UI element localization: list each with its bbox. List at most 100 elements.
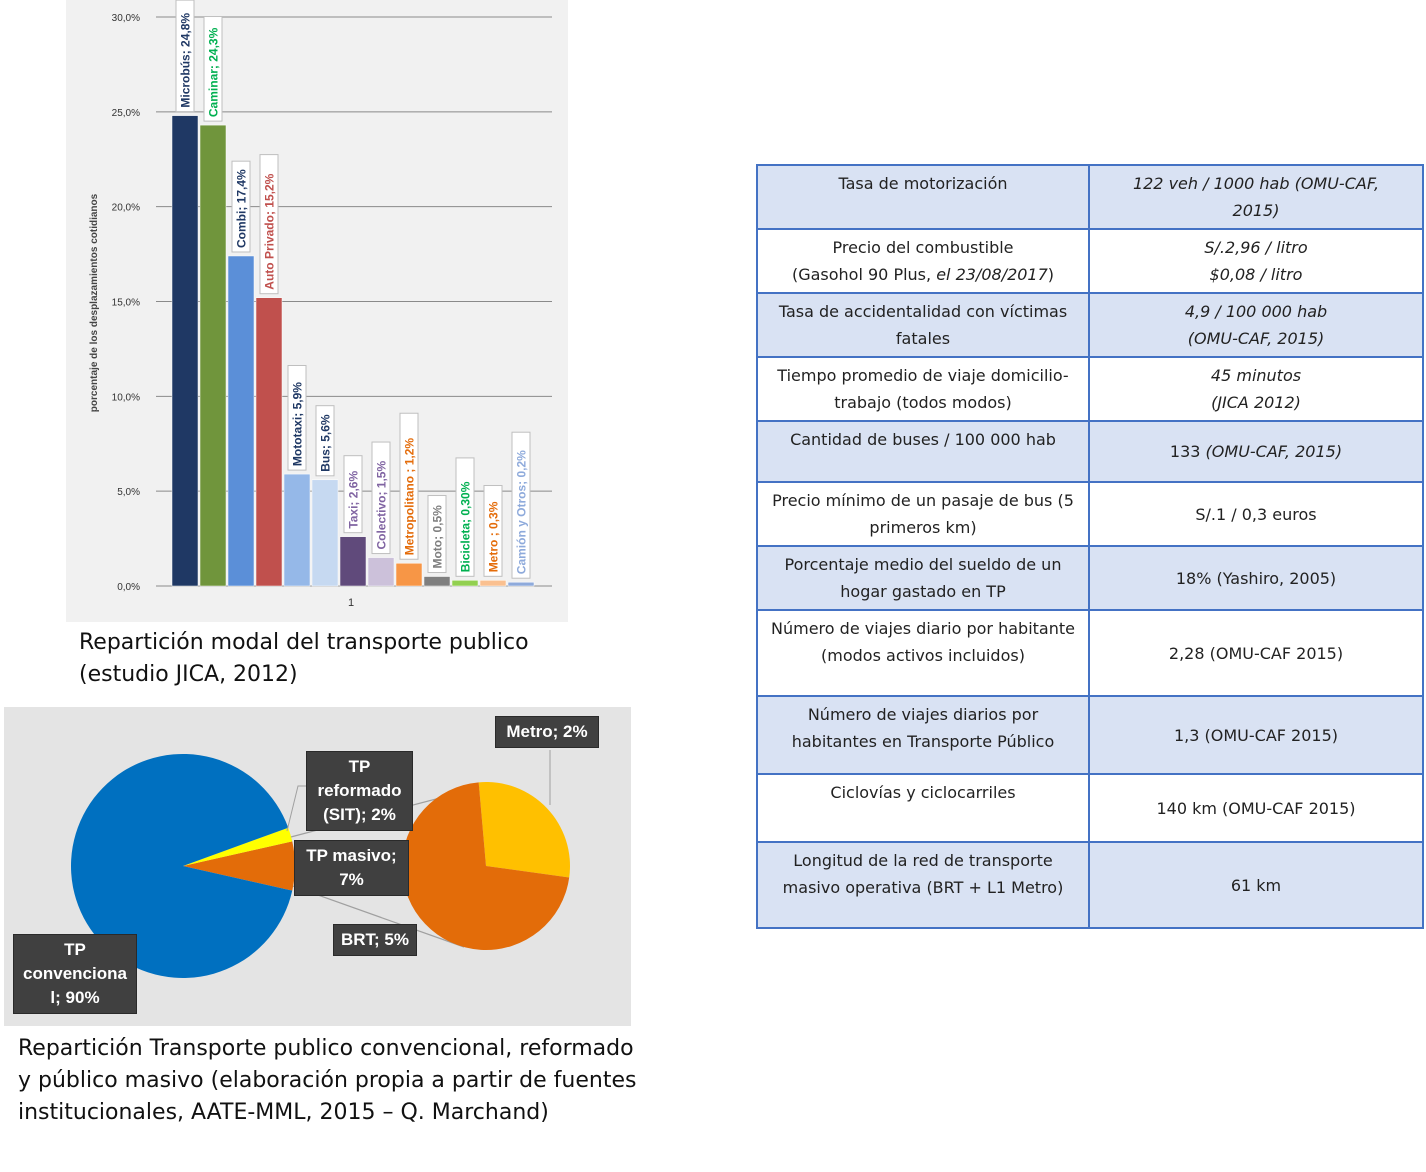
pie-slice-tp-convencional [71, 753, 293, 978]
bar-colectivo [367, 557, 395, 587]
bar-data-label-box [427, 495, 447, 574]
row-value: 4,9 / 100 000 hab (OMU-CAF, 2015) [1088, 292, 1424, 358]
row-value: 133 (OMU-CAF, 2015) [1088, 420, 1424, 483]
public-transport-pie-chart: TP convenciona l; 90% TP reformado (SIT); 2%… [4, 707, 631, 1026]
bar-taxi [339, 536, 367, 587]
bar-data-label-box [455, 457, 475, 577]
bar-data-label-group: Taxi; 2,6% [343, 455, 363, 534]
pie-chart-svg [71, 750, 570, 978]
bar-data-label: Bicicleta; 0,30% [459, 481, 473, 572]
bar-data-label-box [231, 160, 251, 253]
y-tick-label: 5,0% [117, 487, 140, 498]
bar-data-label: Bus; 5,6% [319, 414, 333, 472]
y-axis-label: porcentaje de los desplazamientos cotidi… [89, 193, 100, 412]
row-value: S/.1 / 0,3 euros [1088, 481, 1424, 547]
table-row: Precio mínimo de un pasaje de bus (5 pri… [756, 481, 1424, 547]
bar-data-label-box [483, 485, 503, 577]
bar-data-label: Caminar; 24,3% [207, 27, 221, 117]
bar-combi [227, 255, 255, 587]
pie-label-tp-convencional: TP convenciona l; 90% [14, 935, 136, 1013]
row-label: Precio del combustible (Gasohol 90 Plus, … [756, 228, 1090, 294]
bar-data-label: Camión y Otros; 0,2% [515, 450, 529, 574]
secondary-slice-metro [478, 782, 570, 878]
bar-chart-svg: 0,0% 5,0% 10,0% 15,0% 20,0% 25,0% 30,0% porcent… [89, 0, 552, 609]
leader-line [286, 785, 307, 832]
bar-moto [423, 576, 451, 587]
bar-data-label-box [175, 0, 195, 113]
bar-data-label: Mototaxi; 5,9% [291, 382, 305, 466]
bar-data-label: Combi; 17,4% [235, 169, 249, 248]
bar-data-label: Colectivo; 1,5% [375, 461, 389, 550]
bar-data-label-box [343, 455, 363, 534]
modal-share-bar-chart: 0,0% 5,0% 10,0% 15,0% 20,0% 25,0% 30,0% porcent… [66, 0, 568, 622]
bar-chart-caption: Repartición modal del transporte publico… [79, 630, 529, 687]
row-label: Longitud de la red de transporte masivo … [756, 841, 1090, 929]
y-tick-label: 20,0% [112, 203, 140, 214]
bar-caminar [199, 124, 227, 587]
pie-slice-tp-reformado [183, 827, 293, 866]
table-row: Tiempo promedio de viaje domicilio-traba… [756, 356, 1424, 422]
bar-mototaxi [283, 473, 311, 587]
row-value: 18% (Yashiro, 2005) [1088, 545, 1424, 611]
bar-metro [479, 580, 507, 587]
x-category-label: 1 [348, 597, 354, 609]
table-row: Precio del combustible (Gasohol 90 Plus, … [756, 228, 1424, 294]
bar-data-label-group: Caminar; 24,3% [203, 16, 223, 122]
bar-data-label: Auto Privado; 15,2% [263, 173, 277, 289]
pie-label-tp-reformado: TP reformado (SIT); 2% [307, 752, 412, 830]
row-value: S/.2,96 / litro $0,08 / litro [1088, 228, 1424, 294]
bar-data-label-box [399, 412, 419, 560]
bar-auto-privado [255, 297, 283, 587]
bar-cami-n-y-otros [507, 581, 535, 587]
pie-chart-caption: Repartición Transporte publico convencio… [18, 1036, 637, 1125]
pie-label-brt: BRT; 5% [334, 925, 416, 955]
bar-data-label: Metro ; 0,3% [487, 501, 501, 572]
y-tick-label: 30,0% [112, 13, 140, 24]
bar-data-label-box [287, 364, 307, 471]
row-label: Cantidad de buses / 100 000 hab [756, 420, 1090, 483]
bar-data-label-box [315, 405, 335, 477]
row-value: 61 km [1088, 841, 1424, 929]
table-row: Porcentaje medio del sueldo de un hogar … [756, 545, 1424, 611]
bar-data-label-box [203, 16, 223, 122]
row-label: Número de viajes diarios por habitantes … [756, 695, 1090, 775]
row-value: 2,28 (OMU-CAF 2015) [1088, 609, 1424, 697]
bar-data-label-box [511, 431, 531, 579]
secondary-slice-brt [402, 782, 570, 950]
row-value: 45 minutos (JICA 2012) [1088, 356, 1424, 422]
bar-data-label-box [371, 441, 391, 555]
bar-data-label: Microbús; 24,8% [179, 13, 193, 108]
bar-metropolitano [395, 562, 423, 587]
bar-data-label-group: Camión y Otros; 0,2% [511, 431, 531, 579]
row-value: 1,3 (OMU-CAF 2015) [1088, 695, 1424, 775]
bar-microb-s [171, 115, 199, 587]
y-tick-label: 25,0% [112, 108, 140, 119]
bar-data-label-group: Metro ; 0,3% [483, 485, 503, 577]
bar-bicicleta [451, 580, 479, 587]
table-row: Tasa de motorización 122 veh / 1000 hab … [756, 164, 1424, 230]
y-tick-label: 0,0% [117, 582, 140, 593]
bar-data-label-group: Bicicleta; 0,30% [455, 457, 475, 577]
table-row: Tasa de accidentalidad con víctimas fata… [756, 292, 1424, 358]
transport-indicators-table: Tasa de motorización 122 veh / 1000 hab … [756, 164, 1424, 929]
bar-data-label-group: Metropolitano ; 1,2% [399, 412, 419, 560]
row-label: Tasa de motorización [756, 164, 1090, 230]
row-label: Porcentaje medio del sueldo de un hogar … [756, 545, 1090, 611]
bar-data-label-box [259, 154, 279, 295]
bar-data-label-group: Mototaxi; 5,9% [287, 364, 307, 471]
row-label: Precio mínimo de un pasaje de bus (5 pri… [756, 481, 1090, 547]
bar-data-label: Moto; 0,5% [431, 505, 445, 569]
bar-data-label-group: Colectivo; 1,5% [371, 441, 391, 555]
row-label: Tiempo promedio de viaje domicilio-traba… [756, 356, 1090, 422]
pie-label-tp-masivo: TP masivo; 7% [295, 841, 408, 895]
y-tick-label: 10,0% [112, 392, 140, 403]
bar-data-label: Metropolitano ; 1,2% [403, 438, 417, 556]
table-row: Ciclovías y ciclocarriles 140 km (OMU-CA… [756, 773, 1424, 843]
bar-data-label-group: Microbús; 24,8% [175, 0, 195, 113]
table-row: Número de viajes diarios por habitantes … [756, 695, 1424, 775]
pie-slice-tp-masivo [183, 841, 296, 891]
row-label: Tasa de accidentalidad con víctimas fata… [756, 292, 1090, 358]
row-label: Ciclovías y ciclocarriles [756, 773, 1090, 843]
table-row: Cantidad de buses / 100 000 hab 133 (OMU… [756, 420, 1424, 483]
table-row: Longitud de la red de transporte masivo … [756, 841, 1424, 929]
